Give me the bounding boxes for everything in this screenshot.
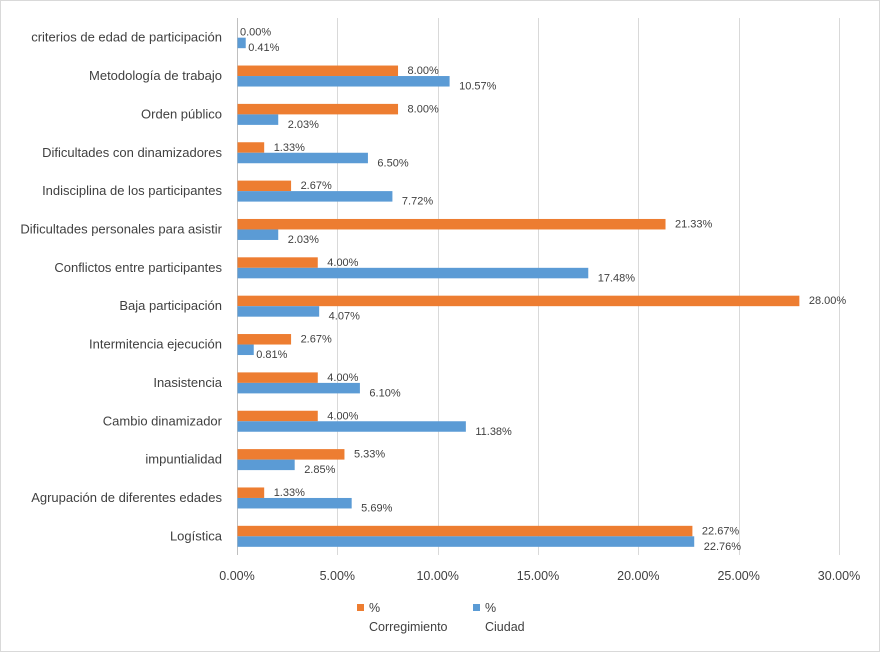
data-label: 4.00% <box>327 372 358 384</box>
bar-ciudad <box>237 191 393 202</box>
x-tick-label: 10.00% <box>416 569 458 583</box>
data-label: 22.67% <box>702 525 740 537</box>
category-label: Dificultades con dinamizadores <box>42 145 222 160</box>
bar-ciudad <box>237 344 254 356</box>
bar-corregimiento <box>237 525 693 537</box>
category-label: Inasistencia <box>153 375 222 390</box>
legend-swatch <box>357 604 364 611</box>
data-label: 28.00% <box>809 295 847 307</box>
bar-ciudad <box>237 152 368 164</box>
bar-corregimiento <box>237 103 399 115</box>
legend-label-line2: Ciudad <box>485 620 525 634</box>
bar-corregimiento <box>237 295 800 307</box>
bar-corregimiento <box>237 487 265 498</box>
legend-label-line1: % <box>369 601 380 615</box>
data-label: 6.10% <box>369 387 400 399</box>
category-label: Conflictos entre participantes <box>54 260 222 275</box>
bar-corregimiento <box>237 372 318 383</box>
data-label: 2.03% <box>288 119 319 131</box>
data-label: 1.33% <box>274 487 305 499</box>
bar-corregimiento <box>237 257 318 268</box>
data-label: 21.33% <box>675 218 713 230</box>
data-label: 2.67% <box>301 334 332 346</box>
legend-label-line2: Corregimiento <box>369 620 448 634</box>
data-label: 7.72% <box>402 196 433 208</box>
bar-corregimiento <box>237 334 292 345</box>
legend[interactable]: % Corregimiento% Ciudad <box>357 601 525 634</box>
category-label: Cambio dinamizador <box>103 413 223 428</box>
data-label: 0.81% <box>256 349 287 361</box>
data-label: 2.85% <box>304 464 335 476</box>
data-label: 1.33% <box>274 142 305 154</box>
bar-ciudad <box>237 229 279 240</box>
data-label: 5.33% <box>354 449 385 461</box>
data-label: 5.69% <box>361 502 392 514</box>
bar-ciudad <box>237 37 246 49</box>
data-label: 22.76% <box>704 541 742 553</box>
data-label: 2.67% <box>301 180 332 192</box>
bar-ciudad <box>237 459 295 471</box>
category-label: Logística <box>170 528 223 543</box>
data-label: 17.48% <box>598 272 636 284</box>
category-label: Metodología de trabajo <box>89 68 222 83</box>
x-tick-label: 15.00% <box>517 569 559 583</box>
category-label: Agrupación de diferentes edades <box>31 490 222 505</box>
category-label: Baja participación <box>119 298 222 313</box>
bar-ciudad <box>237 536 695 547</box>
bar-ciudad <box>237 382 360 394</box>
bar-corregimiento <box>237 449 345 460</box>
data-label: 6.50% <box>377 157 408 169</box>
x-tick-label: 30.00% <box>818 569 860 583</box>
category-label: Dificultades personales para asistir <box>20 221 222 236</box>
data-label: 8.00% <box>408 103 439 115</box>
data-label: 4.00% <box>327 257 358 269</box>
legend-swatch <box>473 604 480 611</box>
bar-ciudad <box>237 76 450 87</box>
bar-corregimiento <box>237 65 399 77</box>
x-tick-label: 5.00% <box>320 569 355 583</box>
x-tick-label: 0.00% <box>219 569 254 583</box>
data-label: 10.57% <box>459 81 497 93</box>
bar-ciudad <box>237 114 279 125</box>
category-label: Indisciplina de los participantes <box>42 183 222 198</box>
data-label: 2.03% <box>288 234 319 246</box>
category-label: impuntialidad <box>145 452 222 467</box>
data-label: 4.00% <box>327 410 358 422</box>
x-tick-label: 25.00% <box>717 569 759 583</box>
bar-ciudad <box>237 306 320 317</box>
bar-ciudad <box>237 421 466 432</box>
x-axis-ticks: 0.00% 5.00% 10.00% 15.00% 20.00% 25.00% 30.00% <box>219 569 860 583</box>
bar-ciudad <box>237 267 589 279</box>
data-label: 0.41% <box>248 42 279 54</box>
data-label: 8.00% <box>408 65 439 77</box>
bars <box>237 37 800 547</box>
category-label: criterios de edad de participación <box>31 30 222 45</box>
category-label: Orden público <box>141 106 222 121</box>
legend-label-line1: % <box>485 601 496 615</box>
x-tick-label: 20.00% <box>617 569 659 583</box>
category-label: Intermitencia ejecución <box>89 337 222 352</box>
bar-ciudad <box>237 497 352 509</box>
bar-corregimiento <box>237 410 318 422</box>
data-label: 4.07% <box>329 311 360 323</box>
category-labels: criterios de edad de participación Metodo… <box>20 30 222 544</box>
bar-corregimiento <box>237 142 265 153</box>
data-labels: 0.00% 0.41% 8.00% 10.57% 8.00% 2.03% 1.33% 6.50… <box>240 27 846 553</box>
bar-corregimiento <box>237 218 666 230</box>
data-label: 0.00% <box>240 27 271 39</box>
data-label: 11.38% <box>475 426 512 438</box>
bar-corregimiento <box>237 180 292 192</box>
